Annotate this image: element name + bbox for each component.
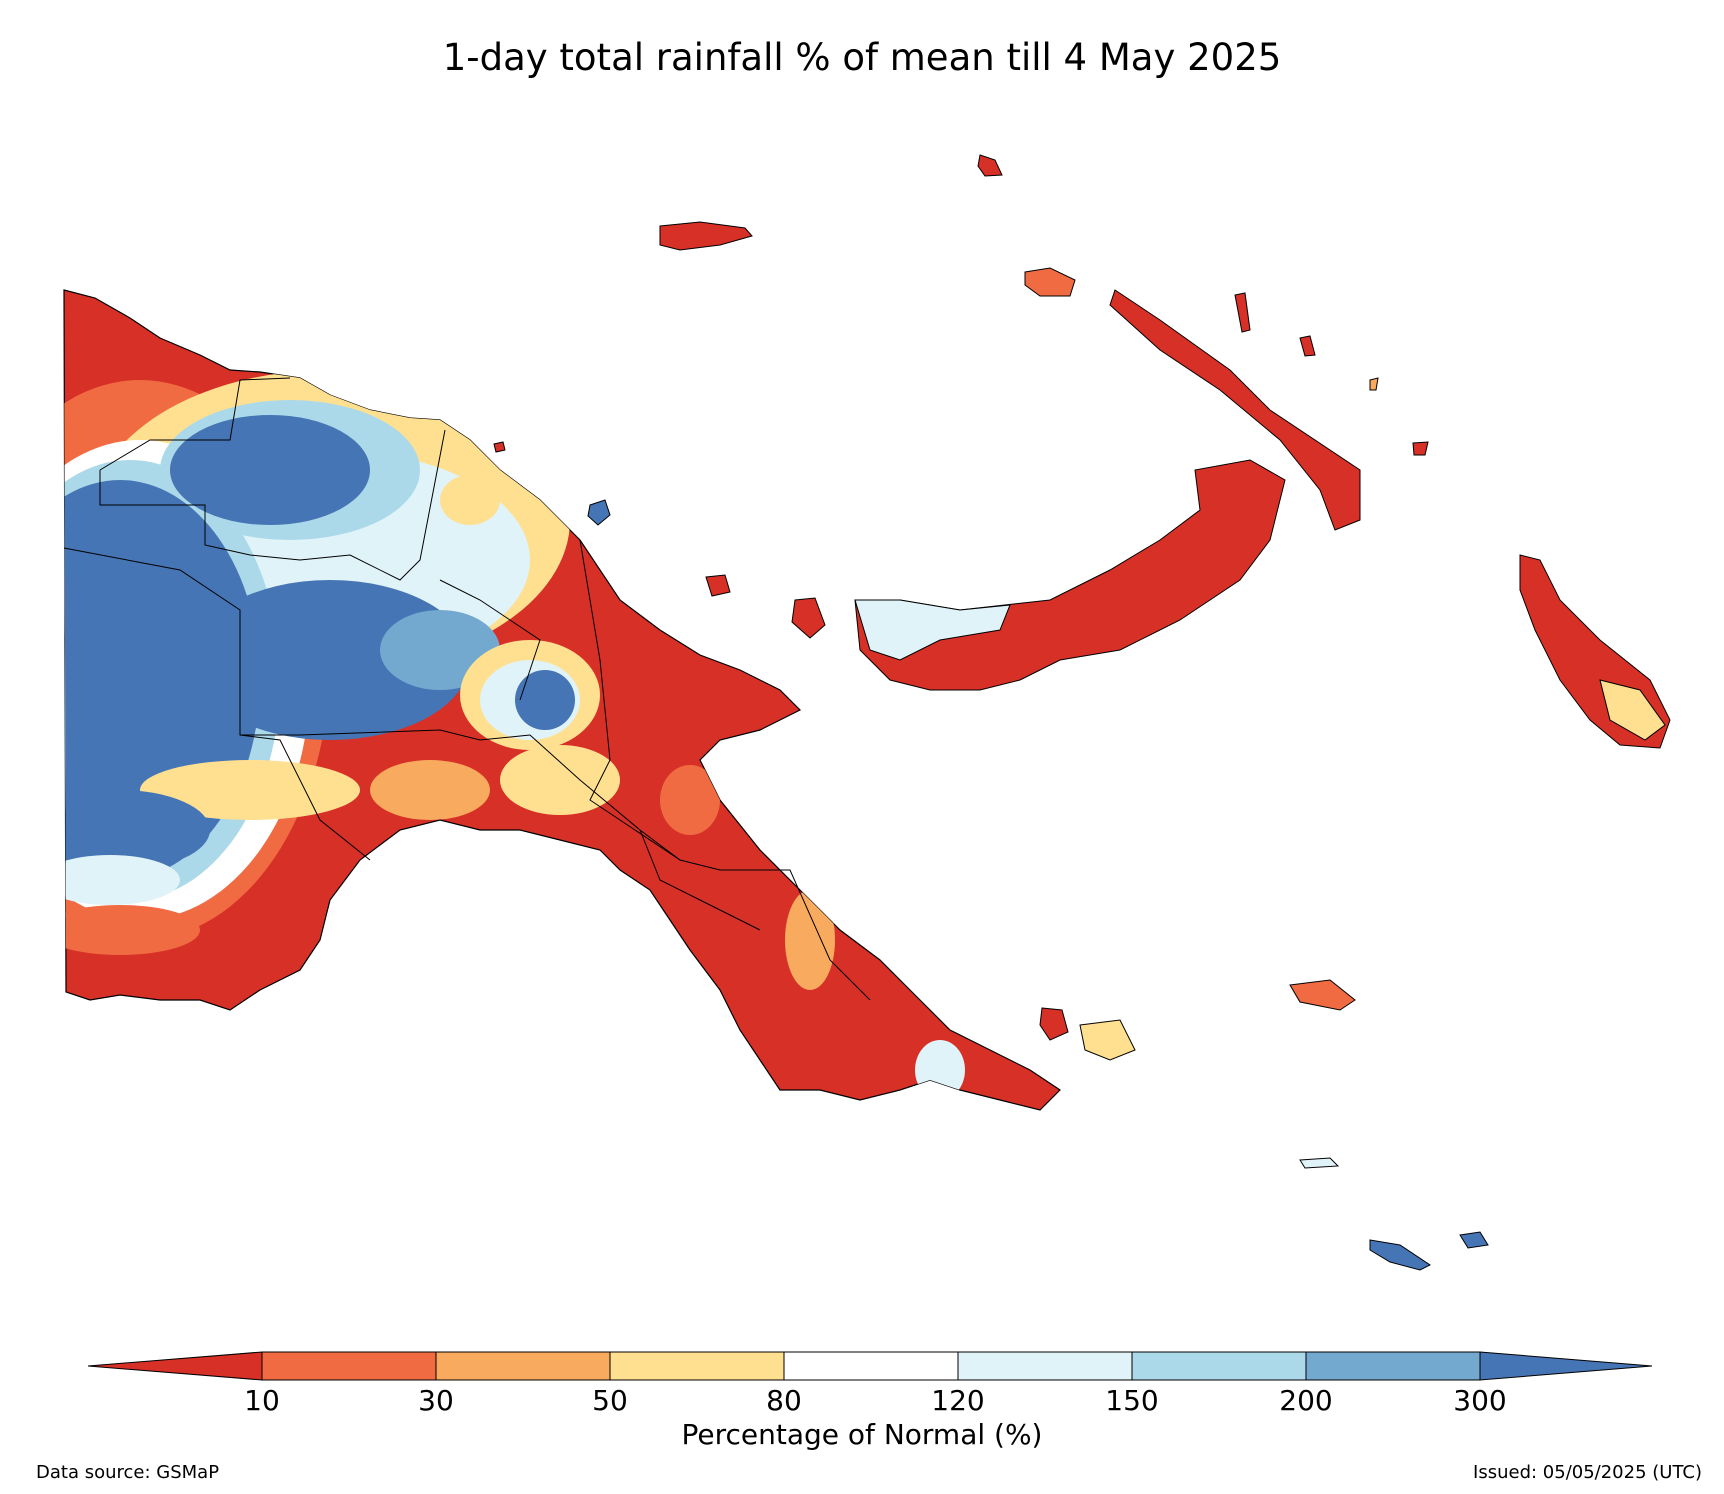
misima xyxy=(1299,1157,1340,1169)
colorbar-segment-50-80 xyxy=(609,1351,785,1381)
mussau xyxy=(977,154,1003,177)
province-borders xyxy=(63,377,871,1001)
duke-of-york xyxy=(1369,377,1379,391)
map-title: 1-day total rainfall % of mean till 4 Ma… xyxy=(442,36,1282,79)
issued-date: Issued: 05/05/2025 (UTC) xyxy=(1473,1462,1702,1483)
colorbar-arrow-high xyxy=(1479,1351,1653,1381)
colorbar-tick-200: 200 xyxy=(1279,1384,1333,1417)
colorbar-title: Percentage of Normal (%) xyxy=(681,1418,1043,1451)
umboi xyxy=(705,574,731,597)
rossel-tagula xyxy=(1369,1239,1431,1271)
long-island xyxy=(791,597,826,639)
island-group xyxy=(493,154,1671,1271)
colorbar-tick-50: 50 xyxy=(592,1384,628,1417)
colorbar-segment-10-30 xyxy=(261,1351,437,1381)
colorbar xyxy=(87,1351,1653,1381)
colorbar-tick-150: 150 xyxy=(1105,1384,1159,1417)
colorbar-segment-150-200 xyxy=(1131,1351,1307,1381)
colorbar-segment-200-300 xyxy=(1305,1351,1481,1381)
new-ireland xyxy=(1109,289,1361,531)
green-island xyxy=(1412,441,1429,456)
goodenough xyxy=(1039,1007,1069,1041)
rainfall-map xyxy=(63,154,1671,1271)
ninigo xyxy=(1234,292,1251,333)
new-hanover xyxy=(1024,267,1076,297)
colorbar-arrow-low xyxy=(87,1351,263,1381)
bougainville-bright xyxy=(1599,679,1666,741)
colorbar-segment-30-50 xyxy=(435,1351,611,1381)
colorbar-tick-80: 80 xyxy=(766,1384,802,1417)
manus-island xyxy=(659,221,753,251)
new-britain-west xyxy=(854,599,1011,661)
tabar xyxy=(1299,335,1316,357)
colorbar-segment-80-120 xyxy=(783,1351,959,1381)
colorbar-tick-300: 300 xyxy=(1453,1384,1507,1417)
colorbar-tick-30: 30 xyxy=(418,1384,454,1417)
colorbar-segment-120-150 xyxy=(957,1351,1133,1381)
colorbar-tick-120: 120 xyxy=(931,1384,985,1417)
data-source: Data source: GSMaP xyxy=(36,1462,220,1483)
woodlark xyxy=(1289,979,1356,1011)
rossel xyxy=(1459,1231,1489,1249)
fergusson xyxy=(1079,1019,1136,1061)
tami xyxy=(493,441,506,453)
karkar xyxy=(587,499,611,526)
colorbar-tick-10: 10 xyxy=(244,1384,280,1417)
